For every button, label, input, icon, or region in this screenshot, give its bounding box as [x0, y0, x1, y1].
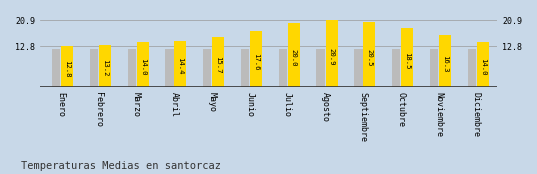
Bar [203, 49, 212, 87]
Bar [165, 49, 173, 87]
Bar [90, 49, 98, 87]
Bar [250, 31, 262, 87]
Text: 14.0: 14.0 [480, 58, 486, 76]
Text: 20.5: 20.5 [366, 49, 372, 66]
Bar [212, 37, 224, 87]
Text: 16.3: 16.3 [442, 55, 448, 72]
Bar [288, 23, 300, 87]
Bar [175, 41, 186, 87]
Bar [354, 49, 362, 87]
Text: 14.4: 14.4 [177, 57, 184, 75]
Text: 20.9: 20.9 [329, 48, 335, 66]
Text: 13.2: 13.2 [102, 59, 108, 77]
Bar [439, 35, 451, 87]
Text: 12.8: 12.8 [64, 60, 70, 77]
Text: 20.0: 20.0 [291, 49, 297, 67]
Text: 17.6: 17.6 [253, 53, 259, 70]
Text: 18.5: 18.5 [404, 52, 410, 69]
Bar [99, 45, 111, 87]
Bar [392, 49, 401, 87]
Bar [52, 49, 60, 87]
Bar [61, 46, 73, 87]
Bar [325, 20, 338, 87]
Bar [279, 49, 287, 87]
Text: 14.0: 14.0 [140, 58, 146, 76]
Bar [241, 49, 249, 87]
Bar [316, 49, 325, 87]
Bar [364, 22, 375, 87]
Text: Temperaturas Medias en santorcaz: Temperaturas Medias en santorcaz [21, 161, 221, 171]
Bar [128, 49, 136, 87]
Bar [477, 42, 489, 87]
Text: 15.7: 15.7 [215, 56, 221, 73]
Bar [468, 49, 476, 87]
Bar [401, 28, 413, 87]
Bar [430, 49, 438, 87]
Bar [136, 42, 149, 87]
